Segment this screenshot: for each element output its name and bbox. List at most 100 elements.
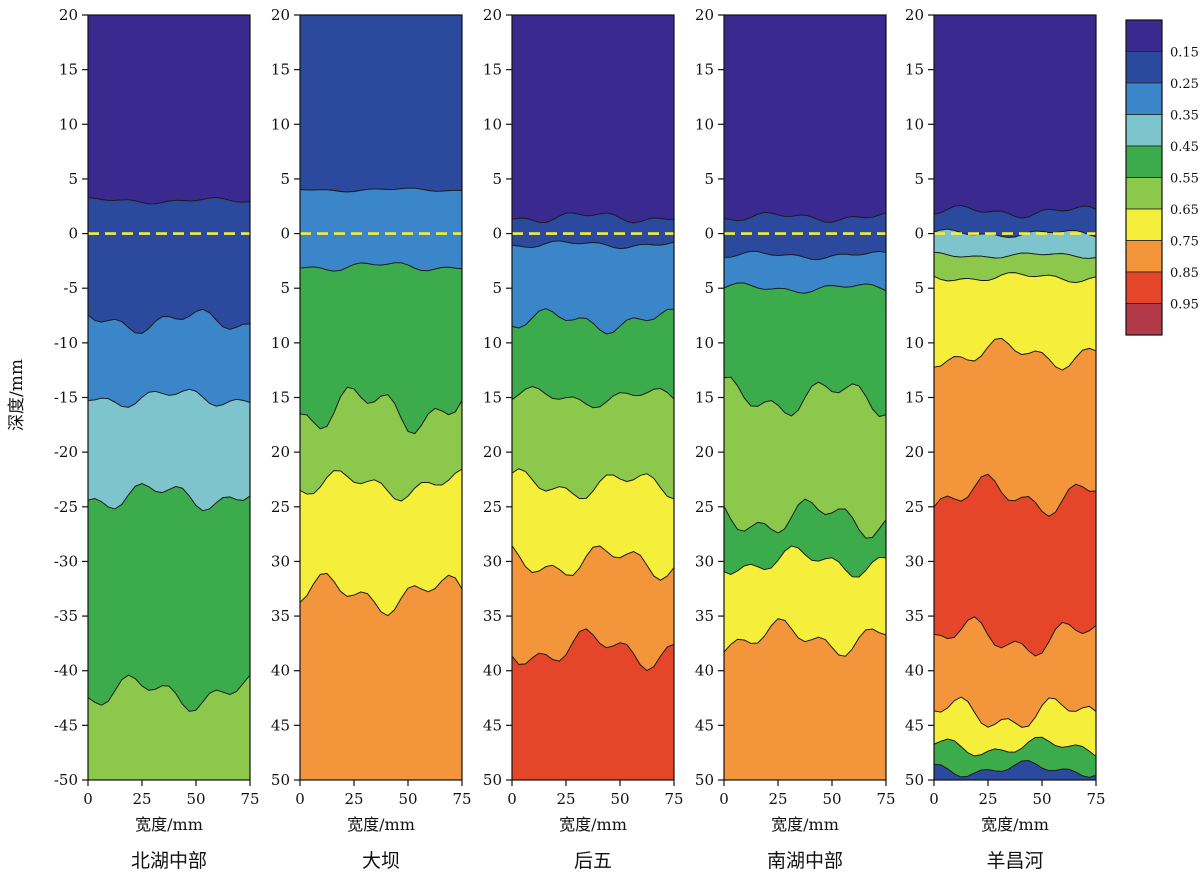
contour-band [724,618,886,780]
contour-band [88,674,250,780]
y-tick-label: 30 [271,552,290,570]
y-tick-label: 45 [483,716,502,734]
y-tick-label: 50 [271,771,290,789]
y-tick-label: 45 [695,716,714,734]
y-tick-label: 45 [905,716,924,734]
y-tick-label: 0 [492,225,502,243]
y-tick-label: 5 [704,170,714,188]
colorbar-swatch [1125,19,1163,52]
y-tick-label: -10 [54,334,78,352]
y-tick-label: 15 [59,61,78,79]
x-tick-label: 50 [1032,790,1051,808]
y-tick-label: 15 [483,389,502,407]
y-tick-label: 25 [271,498,290,516]
y-tick-label: 40 [483,662,502,680]
y-tick-label: 15 [483,61,502,79]
colorbar-swatch [1125,303,1163,336]
y-tick-label: 50 [483,771,502,789]
x-tick-label: 50 [822,790,841,808]
y-tick-label: 20 [483,443,502,461]
x-tick-label: 75 [240,790,259,808]
colorbar-label: 0.75 [1170,235,1199,250]
colorbar-label: 0.45 [1170,140,1199,155]
panel-title: 羊昌河 [986,850,1043,872]
panel-title: 北湖中部 [131,850,207,872]
y-tick-label: 15 [695,61,714,79]
x-axis-label: 宽度/mm [135,815,203,834]
y-tick-label: 10 [483,334,502,352]
y-tick-label: 15 [271,389,290,407]
y-tick-label: 15 [695,389,714,407]
y-tick-label: 5 [68,170,78,188]
contour-band [88,483,250,712]
contour-band [300,15,462,193]
x-tick-label: 0 [295,790,305,808]
y-tick-label: 15 [905,389,924,407]
x-tick-label: 75 [664,790,683,808]
y-tick-label: 40 [905,662,924,680]
y-tick-label: 30 [905,552,924,570]
y-tick-label: -20 [54,443,78,461]
x-tick-label: 0 [719,790,729,808]
colorbar-label: 0.15 [1170,46,1199,61]
contour-band [934,15,1096,219]
panel-title: 后五 [574,850,612,872]
y-tick-label: 10 [905,115,924,133]
y-tick-label: -25 [54,498,78,516]
y-tick-label: 30 [695,552,714,570]
y-tick-label: 35 [483,607,502,625]
y-tick-label: -40 [54,662,78,680]
x-tick-label: 0 [929,790,939,808]
contour-bands [300,15,462,780]
panel-title: 南湖中部 [767,850,843,872]
y-tick-label: -35 [54,607,78,625]
colorbar-label: 0.35 [1170,109,1199,124]
colorbar-swatch [1125,82,1163,115]
y-tick-label: 5 [914,279,924,297]
contour-band [512,15,674,224]
x-tick-label: 50 [610,790,629,808]
y-tick-label: 15 [905,61,924,79]
colorbar-swatch [1125,145,1163,178]
x-tick-label: 25 [344,790,363,808]
y-tick-label: 5 [280,279,290,297]
y-tick-label: 20 [271,6,290,24]
colorbar-label: 0.85 [1170,266,1199,281]
y-tick-label: 25 [483,498,502,516]
y-tick-label: 25 [905,498,924,516]
y-tick-label: -30 [54,552,78,570]
x-axis-label: 宽度/mm [981,815,1049,834]
y-tick-label: 35 [905,607,924,625]
y-tick-label: 20 [905,6,924,24]
y-tick-label: -5 [63,279,78,297]
x-tick-label: 25 [768,790,787,808]
colorbar-label: 0.95 [1170,298,1199,313]
y-tick-label: 30 [483,552,502,570]
y-tick-label: 5 [492,170,502,188]
y-tick-label: 20 [695,6,714,24]
y-tick-label: 50 [905,771,924,789]
colorbar: 0.15 0.25 0.35 0.45 0.55 0.65 0.75 0.85 0.95 [1125,19,1199,336]
y-tick-label: 10 [271,334,290,352]
y-tick-label: 20 [905,443,924,461]
y-tick-label: 10 [59,115,78,133]
x-tick-label: 25 [132,790,151,808]
y-tick-label: 40 [271,662,290,680]
y-tick-label: 0 [914,225,924,243]
x-tick-label: 0 [507,790,517,808]
y-axis-label: 深度/mm [7,359,27,431]
panel-title: 大坝 [362,850,400,872]
y-tick-label: 15 [271,61,290,79]
y-tick-label: 5 [280,170,290,188]
contour-band [300,187,462,272]
contour-band [88,197,250,334]
colorbar-swatch [1125,177,1163,210]
y-tick-label: 35 [271,607,290,625]
y-tick-label: 50 [695,771,714,789]
y-tick-label: 5 [492,279,502,297]
x-axis-label: 宽度/mm [771,815,839,834]
y-tick-label: 10 [905,334,924,352]
